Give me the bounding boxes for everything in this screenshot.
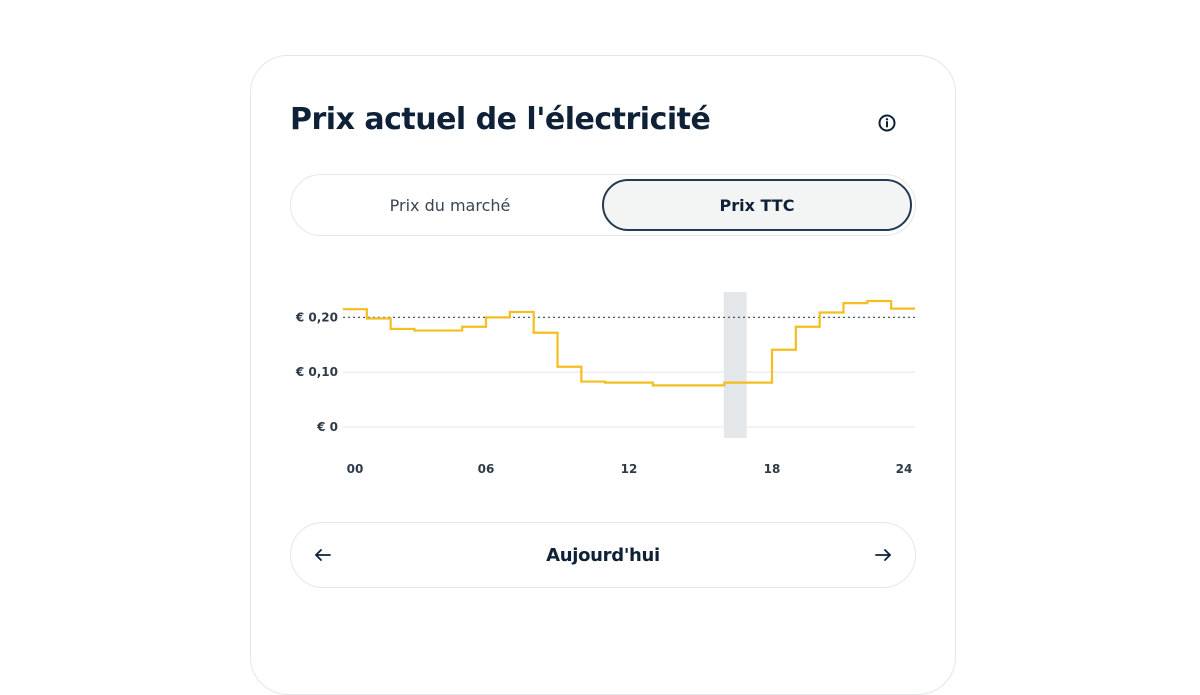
hour-price-point — [367, 317, 391, 321]
hour-price-point — [462, 325, 486, 329]
hour-price-point — [844, 301, 868, 305]
hour-price-point — [438, 329, 462, 333]
hour-price-point — [415, 329, 439, 333]
arrow-right-icon[interactable] — [871, 543, 895, 567]
x-axis-ticks: 00 06 12 18 24 — [347, 462, 913, 476]
arrow-left-icon[interactable] — [311, 543, 335, 567]
hour-price-point — [820, 310, 844, 314]
y-tick-label: € 0 — [316, 420, 338, 434]
y-axis-ticks: € 0 € 0,10 € 0,20 — [295, 310, 338, 434]
hour-price-point — [796, 325, 820, 329]
hour-price-point — [581, 380, 605, 384]
x-tick-label: 18 — [764, 462, 781, 476]
tab-market-price[interactable]: Prix du marché — [389, 195, 511, 215]
x-tick-label: 00 — [347, 462, 364, 476]
hour-price-point — [772, 348, 796, 352]
hour-price-point — [748, 381, 772, 385]
price-series — [343, 299, 915, 387]
hour-price-point — [629, 381, 653, 385]
y-tick-label: € 0,10 — [295, 365, 338, 379]
price-widget-card — [250, 55, 956, 695]
chart-gridlines — [343, 371, 915, 428]
hour-price-point — [677, 383, 701, 387]
y-tick-label: € 0,20 — [295, 310, 338, 324]
current-day-label: Aujourd'hui — [546, 544, 660, 566]
current-hour-highlight-layer — [723, 292, 747, 438]
tab-price-ttc[interactable]: Prix TTC — [602, 179, 912, 231]
hour-price-point — [510, 310, 534, 314]
x-tick-label: 24 — [896, 462, 913, 476]
hour-price-point — [343, 307, 367, 311]
hour-price-point — [486, 315, 510, 319]
date-navigator: Aujourd'hui — [290, 522, 916, 588]
x-tick-label: 12 — [621, 462, 638, 476]
widget-title: Prix actuel de l'électricité — [290, 102, 711, 137]
price-chart: € 0 € 0,10 € 0,20 00 06 12 18 24 — [295, 292, 915, 476]
price-type-toggle: Prix du marché Prix TTC — [290, 174, 916, 236]
info-icon[interactable] — [876, 112, 898, 134]
price-step-line — [343, 299, 915, 387]
x-tick-label: 06 — [478, 462, 495, 476]
hour-price-point — [891, 307, 915, 311]
hour-price-point — [724, 381, 748, 385]
hour-price-point — [653, 383, 677, 387]
hour-price-point — [701, 383, 725, 387]
current-hour-highlight — [723, 292, 747, 438]
hour-price-point — [391, 327, 415, 331]
hour-price-point — [558, 365, 582, 369]
hour-price-point — [867, 299, 891, 303]
hour-price-point — [534, 331, 558, 335]
hour-price-point — [605, 381, 629, 385]
